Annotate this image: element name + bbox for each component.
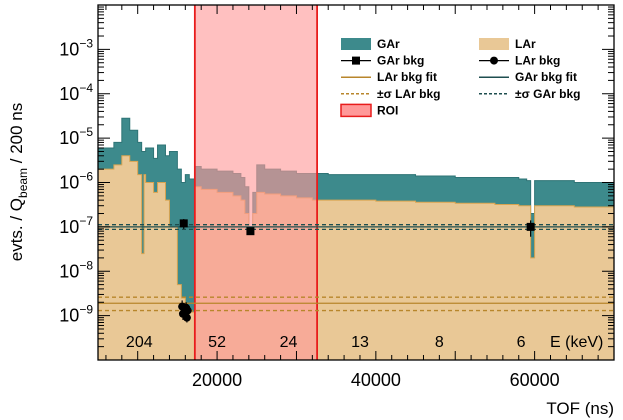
energy-label: 8 [435, 334, 444, 351]
energy-label: 52 [208, 334, 226, 351]
y-tick-label: 10−3 [59, 36, 93, 59]
energy-unit-label: E (keV) [550, 334, 603, 351]
legend: GAr LAr GAr bkg LAr bkg LAr bkg fit GAr bkg f… [340, 37, 580, 118]
y-axis-title-suffix: / 200 ns [7, 103, 26, 168]
roi-band [194, 5, 318, 360]
background-data-points [178, 219, 535, 323]
gar-bkg-point [526, 222, 535, 231]
legend-label-gar-bkg-fit: GAr bkg fit [515, 70, 577, 84]
y-tick-label: 10−7 [59, 214, 93, 237]
legend-label-gar-bkg: ±σ GAr bkg [515, 87, 580, 101]
y-axis-title: evts. / Qbeam / 200 ns [7, 103, 30, 262]
legend-swatch-gar-bkg [352, 56, 360, 65]
legend-label-gar: GAr [377, 37, 400, 51]
axes: 20000 40000 60000 10−9 10−8 10−7 10−6 10−5 10−4 1… [59, 4, 615, 390]
legend-label-lar-bkg: LAr bkg [515, 54, 560, 68]
legend-label-gar-bkg: GAr bkg [377, 54, 424, 68]
x-tick-label: 40000 [351, 370, 401, 390]
legend-label-lar: LAr [515, 37, 536, 51]
gar-bkg-point [246, 227, 255, 236]
energy-axis-labels: 204 52 24 13 8 6 E (keV) [126, 334, 603, 351]
x-tick-label: 20000 [192, 370, 242, 390]
y-tick-label: 10−9 [59, 303, 93, 326]
legend-swatch-lar-bkg [490, 56, 498, 65]
energy-label: 24 [280, 334, 298, 351]
y-tick-label: 10−4 [59, 81, 93, 104]
legend-label-lar-bkg: ±σ LAr bkg [377, 87, 440, 101]
legend-label-roi: ROI [377, 103, 398, 117]
x-axis-title: TOF (ns) [546, 399, 614, 418]
y-tick-label: 10−8 [59, 258, 93, 281]
y-axis-title-sub: beam [16, 168, 30, 198]
gar-bkg-point [179, 219, 188, 228]
energy-label: 6 [517, 334, 526, 351]
legend-swatch-gar [341, 38, 371, 50]
roi-region [193, 5, 319, 360]
energy-label: 13 [351, 334, 369, 351]
legend-swatch-lar [479, 38, 509, 50]
y-axis-title-main: evts. / Q [7, 198, 26, 261]
x-tick-label: 60000 [510, 370, 560, 390]
y-tick-label: 10−5 [59, 125, 93, 148]
legend-label-lar-bkg-fit: LAr bkg fit [377, 70, 437, 84]
energy-label: 204 [126, 334, 153, 351]
y-tick-label: 10−6 [59, 170, 93, 193]
spectrum-areas [98, 117, 614, 360]
legend-swatch-roi [340, 103, 372, 118]
lar-bkg-point [182, 313, 191, 322]
